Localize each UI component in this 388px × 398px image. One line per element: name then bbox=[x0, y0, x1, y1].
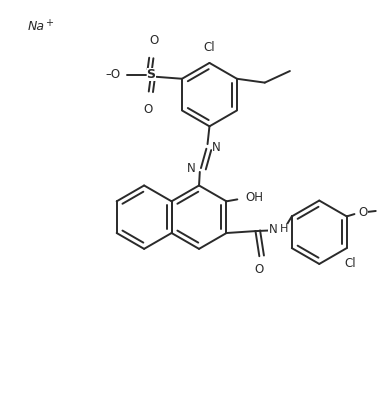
Text: N: N bbox=[268, 222, 277, 236]
Text: N: N bbox=[212, 141, 221, 154]
Text: Na: Na bbox=[28, 20, 45, 33]
Text: H: H bbox=[280, 224, 288, 234]
Text: O: O bbox=[149, 34, 159, 47]
Text: OH: OH bbox=[245, 191, 263, 204]
Text: –O: –O bbox=[105, 68, 120, 82]
Text: S: S bbox=[147, 68, 156, 82]
Text: Cl: Cl bbox=[204, 41, 215, 55]
Text: Cl: Cl bbox=[345, 257, 357, 269]
Text: N: N bbox=[186, 162, 195, 176]
Text: O: O bbox=[143, 103, 152, 116]
Text: O: O bbox=[359, 206, 367, 219]
Text: +: + bbox=[45, 18, 53, 28]
Text: O: O bbox=[255, 263, 264, 276]
